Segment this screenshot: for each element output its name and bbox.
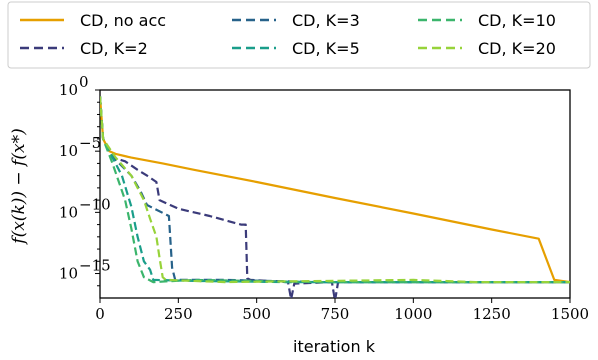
y-tick-exponent: −15 [79,257,111,275]
legend-label: CD, K=20 [478,39,556,58]
plot-frame [99,89,571,299]
legend: CD, no acc CD, K=2 CD, K=3 CD, K=5 CD, K=10 C… [7,1,591,69]
y-tick-exponent: −10 [79,195,111,213]
x-tick-label: 0 [95,305,105,323]
y-tick-exponent: −5 [79,134,101,152]
series-line-1 [100,96,570,284]
series-line-2 [100,96,570,298]
y-axis-label: f(x(k)) − f(x*) [9,128,29,245]
series-line-3 [100,96,570,284]
legend-frame [7,1,591,69]
y-tick-label: 10 [59,81,78,99]
x-tick-label: 1500 [551,305,589,323]
y-tick-label: 10 [59,142,78,160]
y-tick-label: 10 [59,203,78,221]
series-line-4 [100,96,570,284]
x-tick-label: 500 [242,305,271,323]
legend-label: CD, K=2 [80,39,148,58]
y-tick-exponent: 0 [79,73,89,91]
x-tick-label: 1000 [394,305,432,323]
y-tick-label: 10 [59,265,78,283]
legend-label: CD, K=10 [478,11,556,30]
x-axis-label: iteration k [293,337,376,356]
legend-label: CD, K=3 [292,11,360,30]
x-tick-label: 1250 [473,305,511,323]
x-tick-label: 750 [321,305,350,323]
x-tick-label: 250 [164,305,193,323]
plot-area [100,96,570,298]
legend-label: CD, no acc [80,11,166,30]
series-line-5 [100,96,570,284]
legend-label: CD, K=5 [292,39,360,58]
